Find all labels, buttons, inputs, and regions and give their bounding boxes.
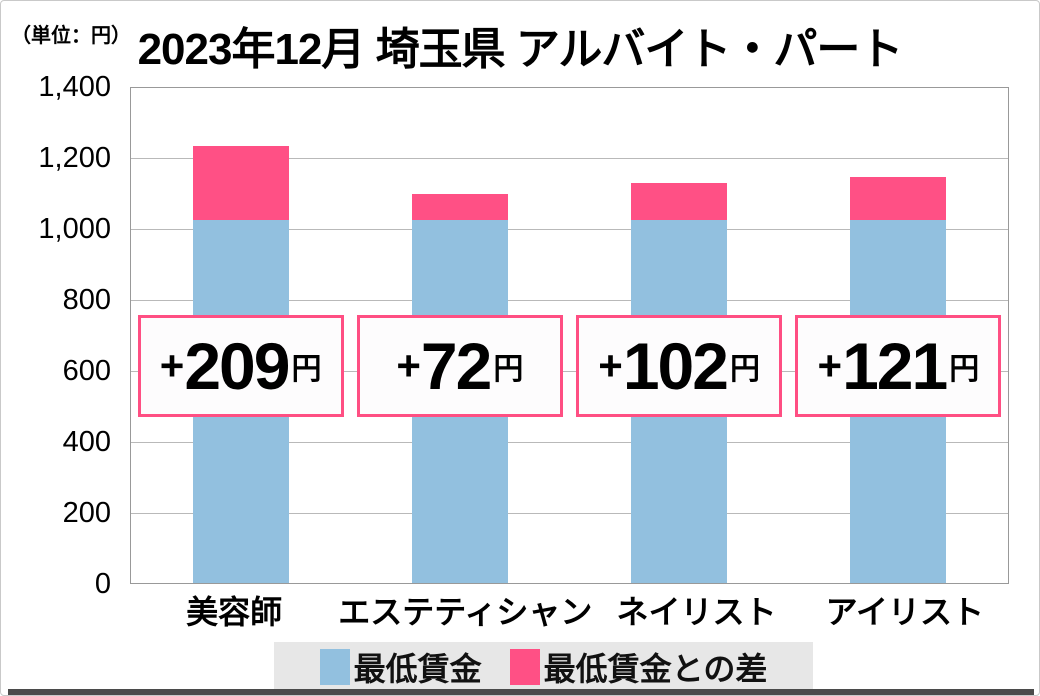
diff-sign: + [396,342,421,389]
y-tick-1200: 1,200 [38,142,111,174]
legend-item-diff: 最低賃金との差 [509,644,768,690]
bar-segment-diff [850,176,947,220]
diff-sign: + [598,342,623,389]
diff-value: 102 [622,329,729,403]
diff-unit: 円 [729,353,760,386]
diff-value: 209 [184,329,290,403]
gridline-600 [131,371,1008,372]
y-tick-1000: 1,000 [38,213,111,245]
legend-swatch-pink [509,649,540,685]
y-tick-1400: 1,400 [38,71,111,103]
y-tick-800: 800 [62,284,111,316]
legend-label: 最低賃金との差 [543,651,768,687]
bar-segment-diff [411,194,508,220]
y-tick-0: 0 [94,568,111,600]
category-label-eyelist: アイリスト [825,594,985,630]
diff-label-box: +121 円 [795,315,1002,417]
legend-swatch-blue [319,649,350,685]
column-eyelist: +121 円 [789,88,1008,583]
category-label-nailist: ネイリスト [616,594,777,630]
diff-sign: + [159,342,185,389]
gridline-800 [131,300,1008,301]
bottom-divider-bar [8,689,1034,695]
diff-unit: 円 [949,353,980,386]
diff-label-box: +102 円 [576,315,783,417]
gridline-1200 [131,158,1008,159]
column-nailist: +102 円 [570,88,789,583]
x-axis-labels: 美容師 エステティシャン ネイリスト アイリスト [130,587,1009,633]
y-axis: 1,400 1,200 1,000 800 600 400 200 0 [1,71,119,600]
legend-label: 最低賃金 [353,651,482,687]
legend-item-minwage: 最低賃金 [319,644,482,690]
plot-area: +209 円 +72 円 +102 円 [130,87,1009,584]
diff-value: 121 [842,329,948,403]
category-label-biyoushi: 美容師 [186,594,283,630]
gridline-1000 [131,229,1008,230]
category-label-esthetician: エステティシャン [338,594,593,630]
y-tick-400: 400 [62,426,111,458]
diff-sign: + [817,342,843,389]
y-tick-600: 600 [62,355,111,387]
diff-label-box: +209 円 [137,315,344,417]
bar-columns: +209 円 +72 円 +102 円 [131,88,1008,583]
diff-label-box: +72 円 [356,315,563,417]
y-tick-200: 200 [62,497,111,529]
legend: 最低賃金 最低賃金との差 [274,642,813,692]
column-esthetician: +72 円 [350,88,569,583]
diff-value: 72 [420,329,492,403]
diff-unit: 円 [291,353,322,386]
unit-label: （単位：円） [11,25,131,47]
gridline-400 [131,442,1008,443]
bar-segment-diff [631,183,728,220]
diff-unit: 円 [493,353,524,386]
column-biyoushi: +209 円 [131,88,350,583]
bar-segment-diff [192,145,289,220]
gridline-200 [131,513,1008,514]
chart-title: 2023年12月 埼玉県 アルバイト・パート [137,25,904,74]
